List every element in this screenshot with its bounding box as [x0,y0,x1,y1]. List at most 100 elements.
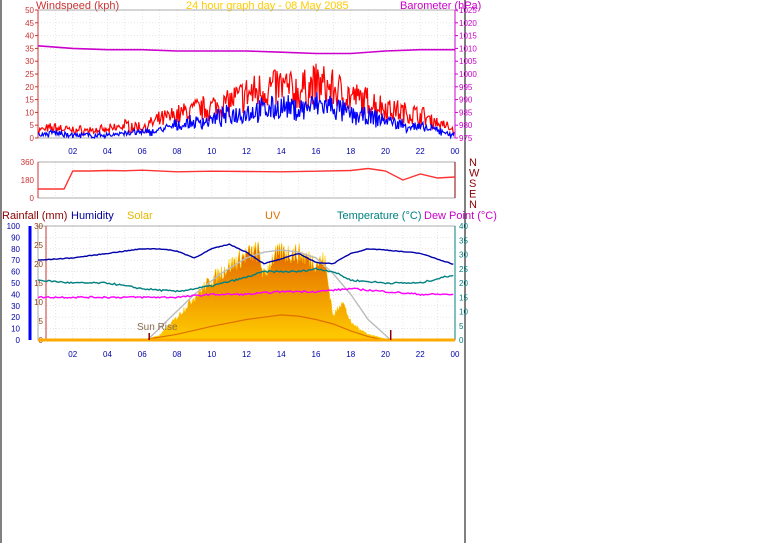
compass-label: W [469,168,480,180]
graph-title: 24 hour graph day - 08 May 2085 [186,0,349,12]
x-tick: 10 [207,350,216,359]
y-tick-right: 35 [459,236,468,245]
y-tick-rain: 100 [7,222,21,231]
x-tick: 22 [416,350,425,359]
sunrise-label: Sun Rise [137,322,178,333]
y-tick-right: 0 [459,336,464,345]
legend-humidity: Humidity [71,210,114,222]
y-tick-left: 50 [25,6,34,15]
x-tick: 20 [381,350,390,359]
x-tick: 22 [416,147,425,156]
x-tick: 08 [173,147,182,156]
legend-uv: UV [265,210,281,222]
y-tick-right: 10 [459,308,468,317]
x-tick: 20 [381,147,390,156]
y-tick-rain: 10 [11,325,20,334]
series-barometer [37,45,455,55]
y-tick-rain: 50 [11,279,20,288]
x-tick: 18 [346,147,355,156]
legend-dewpoint: Dew Point (°C) [424,210,497,222]
y-tick-left: 40 [25,32,34,41]
y-tick-left: 25 [34,241,43,250]
y-tick-right: 20 [459,279,468,288]
windspeed-axis-title: Windspeed (kph) [36,0,119,12]
x-tick: 00 [451,147,460,156]
x-tick: 16 [312,147,321,156]
series-dewpoint [37,287,454,299]
y-tick-right: 975 [459,134,473,143]
compass-label: S [469,178,476,190]
y-tick-rain: 80 [11,245,20,254]
y-tick-rain: 40 [11,290,20,299]
barometer-axis-title: Barometer (hPa) [400,0,481,12]
x-tick: 14 [277,350,286,359]
y-tick-left: 45 [25,19,34,28]
y-tick-right: 30 [459,251,468,260]
y-tick-left: 30 [25,57,34,66]
series-solar [142,241,395,341]
series-uv [142,314,386,341]
solar-panel: 0 10 20 30 40 50 60 70 80 90 10 00 5 10 15 20 25 30 0 5 10 15… [7,222,469,359]
y-tick-right: 1020 [459,19,477,28]
y-tick-rain: 20 [11,313,20,322]
series-temperature [37,267,454,293]
y-tick-left: 30 [34,222,43,231]
y-tick-left: 10 [25,108,34,117]
y-tick-right: 980 [459,121,473,130]
x-tick: 04 [103,147,112,156]
y-tick-right: 1000 [459,70,477,79]
x-tick: 02 [68,147,77,156]
x-tick: 06 [138,350,147,359]
x-tick: 10 [207,147,216,156]
y-tick-left: 15 [34,279,43,288]
compass-label: E [469,189,476,201]
y-tick-left: 0 [30,194,35,203]
y-tick-left: 10 [34,298,43,307]
y-tick-left: 15 [25,96,34,105]
x-tick: 18 [346,350,355,359]
x-tick: 16 [312,350,321,359]
y-tick-right: 25 [459,265,468,274]
series-humidity [37,243,454,265]
y-tick-rain: 0 [16,336,21,345]
y-tick-right: 15 [459,293,468,302]
y-tick-right: 1005 [459,57,477,66]
y-tick-left: 5 [39,317,44,326]
y-tick-left: 180 [21,176,35,185]
compass-label: N [469,157,477,169]
y-tick-left: 0 [30,134,35,143]
y-tick-right: 1015 [459,32,477,41]
y-tick-right: 1010 [459,44,477,53]
legend-solar: Solar [127,210,153,222]
y-tick-rain: 70 [11,256,20,265]
y-tick-rain: 60 [11,268,20,277]
y-tick-right: 1025 [459,6,477,15]
y-tick-right: 5 [459,322,464,331]
x-tick: 06 [138,147,147,156]
y-tick-left: 20 [25,83,34,92]
x-tick: 02 [68,350,77,359]
x-tick: 12 [242,147,251,156]
series-wind-gust-max [37,63,455,137]
compass-label: N [469,199,477,211]
x-tick: 12 [242,350,251,359]
y-tick-rain: 30 [11,302,20,311]
y-tick-right: 995 [459,83,473,92]
y-tick-left: 35 [25,44,34,53]
wind-panel: 0510152025303540455097598098599099510001… [25,6,477,156]
x-tick: 00 [451,350,460,359]
x-tick: 14 [277,147,286,156]
legend-temperature: Temperature (°C) [337,210,421,222]
legend-rainfall: Rainfall (mm) [2,210,67,222]
series-wind-direction [38,167,456,190]
x-tick: 04 [103,350,112,359]
y-tick-rain: 90 [11,233,20,242]
y-tick-right: 40 [459,222,468,231]
y-tick-right: 985 [459,108,473,117]
y-tick-left: 25 [25,70,34,79]
y-tick-left: 360 [21,158,35,167]
x-tick: 08 [173,350,182,359]
y-tick-left: 5 [30,121,35,130]
